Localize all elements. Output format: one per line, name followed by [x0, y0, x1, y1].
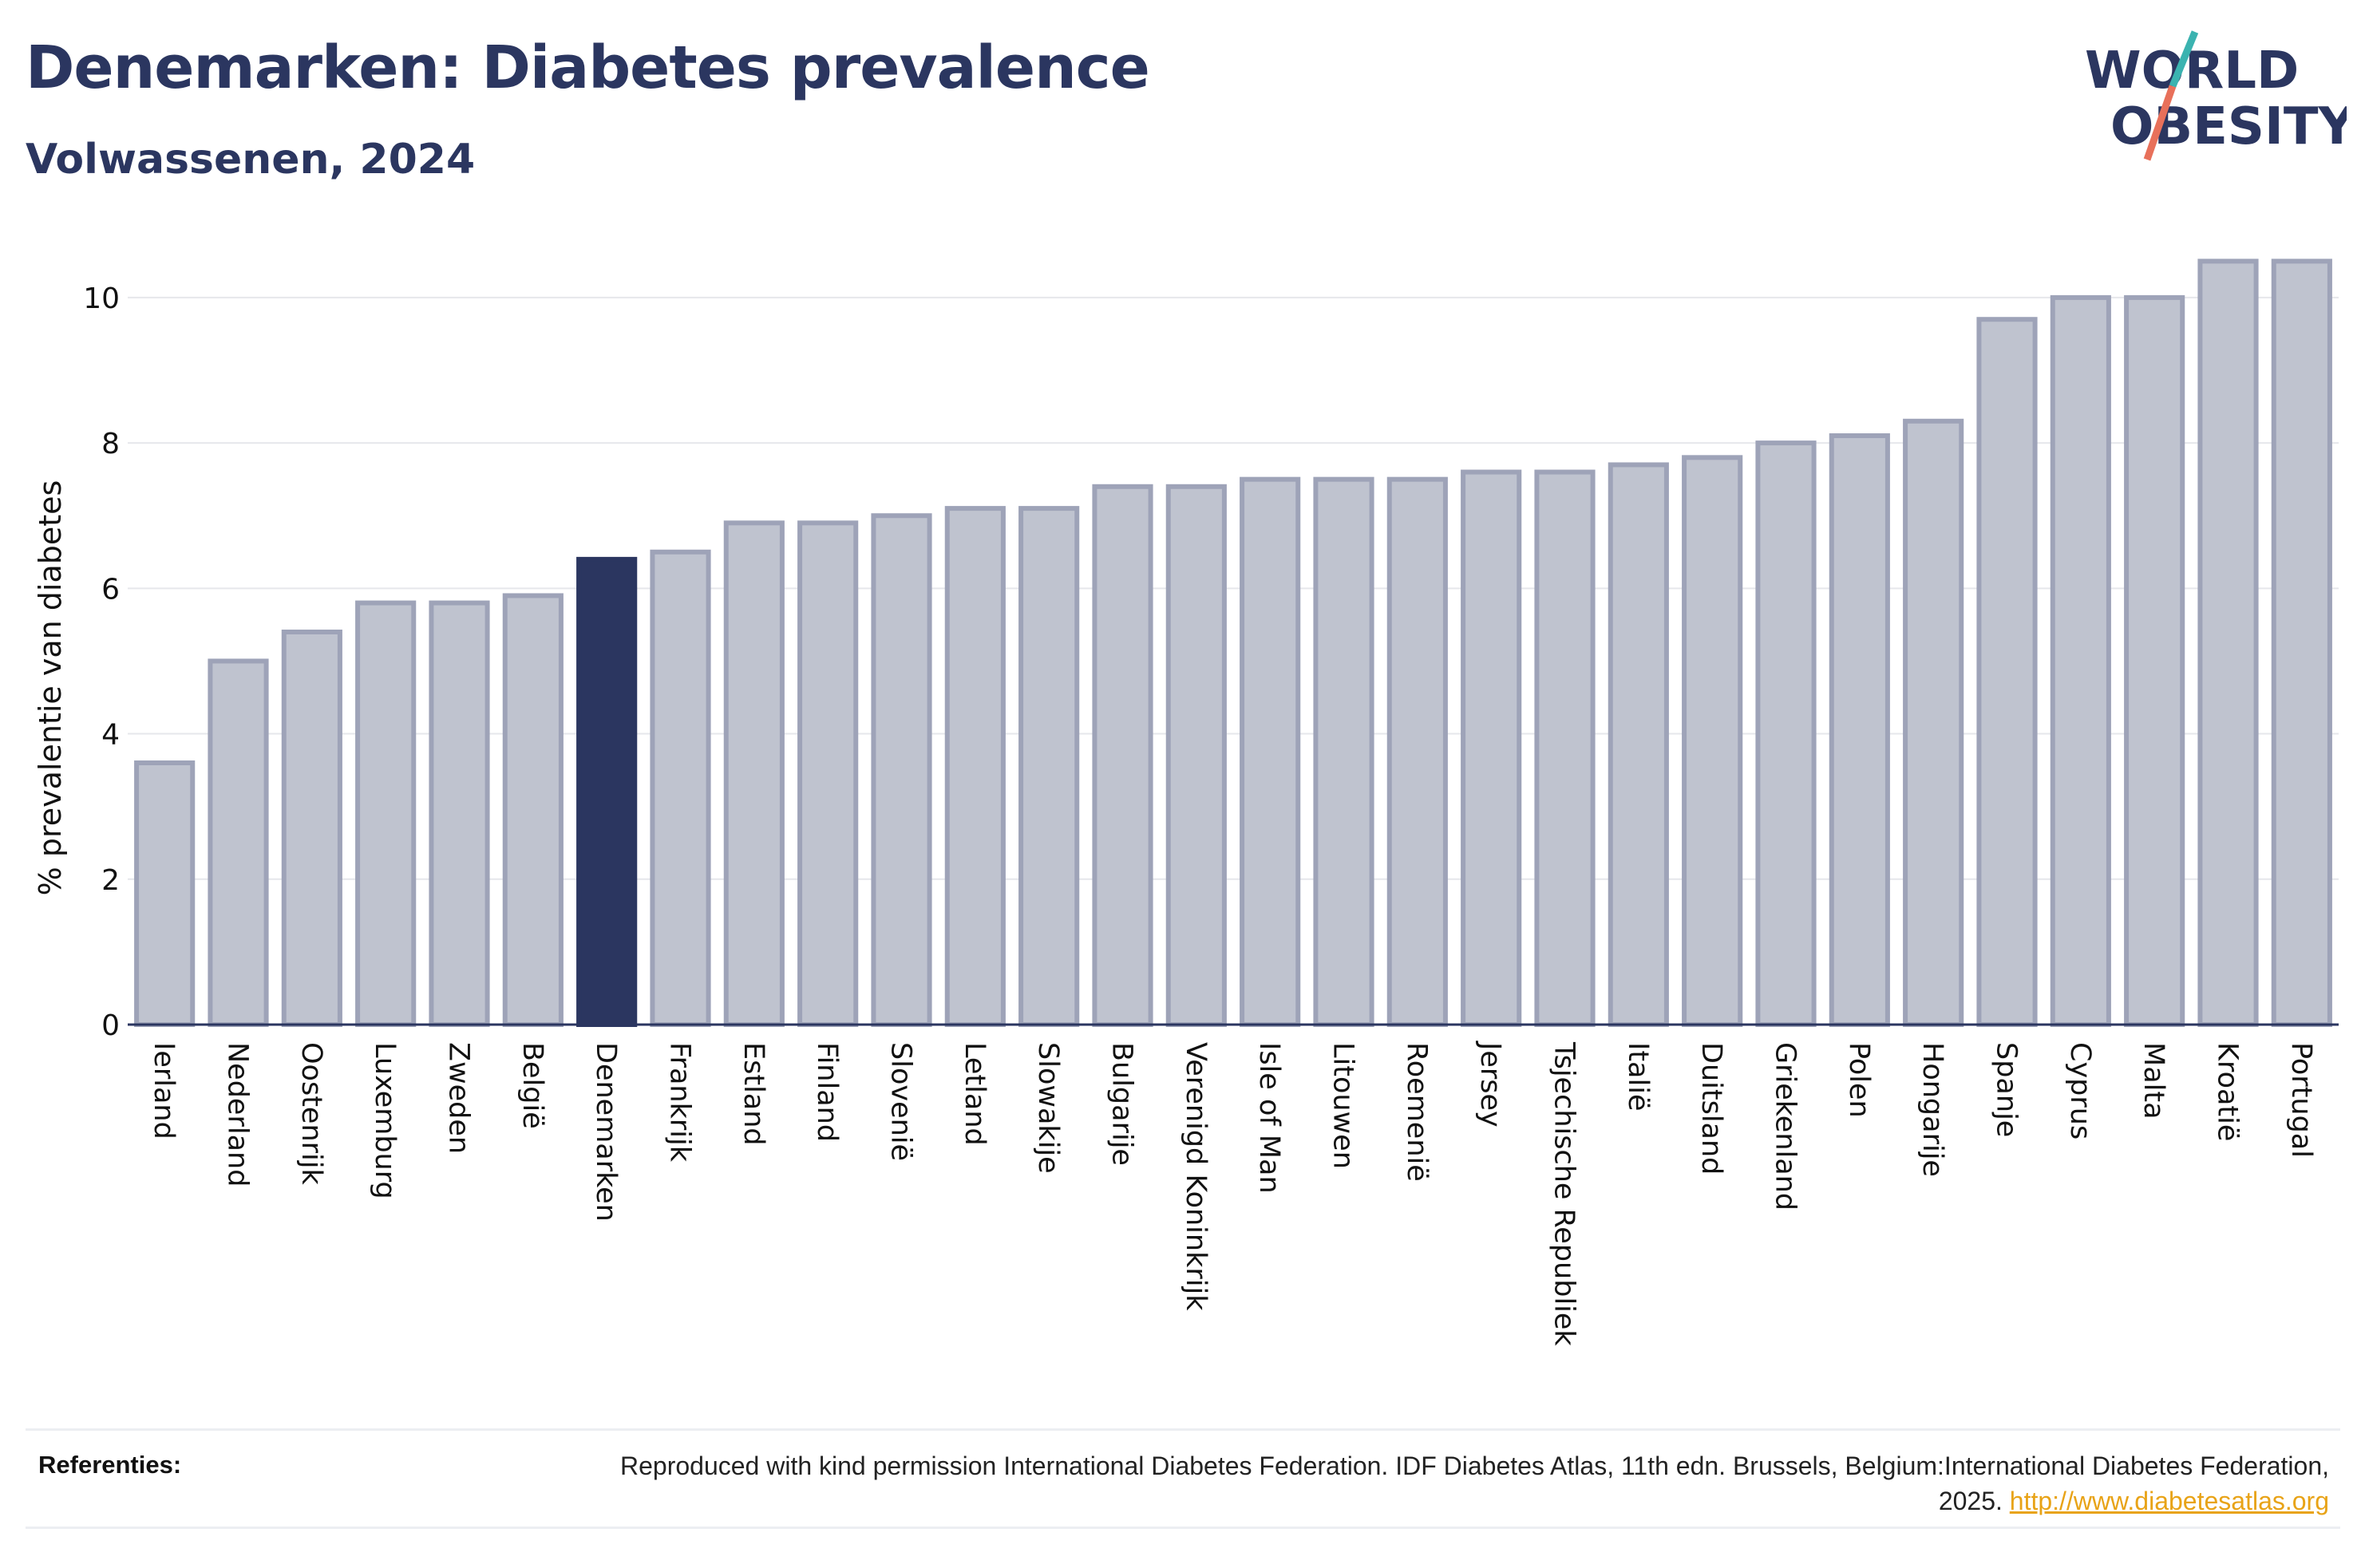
- x-tick-label: Denemarken: [590, 1042, 622, 1222]
- bar-estland: [723, 520, 785, 1027]
- bar-oostenrijk: [281, 630, 342, 1027]
- x-tick-labels: Ierland Nederland Oostenrijk Luxemburg Zwede…: [148, 1041, 2317, 1346]
- x-tick-label: Litouwen: [1327, 1042, 1359, 1169]
- bar-litouwen: [1313, 476, 1374, 1027]
- y-axis-label: % prevalentie van diabetes: [33, 480, 68, 896]
- y-tick-label: 10: [83, 282, 120, 315]
- x-tick-label: Duitsland: [1695, 1042, 1727, 1175]
- x-tick-label: Griekenland: [1770, 1042, 1801, 1211]
- bar-cyprus: [2050, 294, 2111, 1027]
- x-tick-label: België: [516, 1042, 548, 1129]
- x-tick-label: Cyprus: [2064, 1042, 2096, 1139]
- bar-kroati-: [2197, 259, 2259, 1028]
- x-tick-label: Spanje: [1991, 1042, 2023, 1137]
- bar-zweden: [429, 600, 490, 1027]
- x-tick-label: Finland: [811, 1042, 843, 1142]
- bar-griekenland: [1755, 440, 1817, 1027]
- x-tick-label: Roemenië: [1401, 1042, 1433, 1182]
- bar-roemeni-: [1386, 476, 1448, 1027]
- bar-polen: [1829, 433, 1890, 1027]
- x-tick-label: Letland: [959, 1042, 991, 1146]
- logo-slash-coral: [2143, 85, 2177, 161]
- bar-denemarken: [576, 556, 638, 1027]
- bar-nederland: [208, 658, 269, 1027]
- references-label: Referenties:: [38, 1451, 182, 1479]
- bar-tsjechische-republiek: [1534, 469, 1596, 1027]
- x-tick-label: Frankrijk: [664, 1042, 696, 1163]
- bars: [134, 259, 2332, 1028]
- x-tick-label: Oostenrijk: [295, 1042, 327, 1185]
- bar-letland: [944, 506, 1006, 1027]
- bar-chart: 0 2 4 6 8 10 Ierland Nederland Oostenrijk Luxemb…: [33, 259, 2339, 1346]
- x-tick-label: Ierland: [148, 1042, 180, 1139]
- references-body: Reproduced with kind permission Internat…: [619, 1451, 2329, 1515]
- footer-divider-bottom: [26, 1527, 2340, 1529]
- x-tick-label: Estland: [738, 1042, 769, 1146]
- x-tick-label: Malta: [2138, 1042, 2169, 1120]
- x-tick-label: Italië: [1622, 1042, 1654, 1111]
- bar-portugal: [2271, 259, 2332, 1028]
- bar-isle-of-man: [1240, 476, 1301, 1027]
- bar-hongarije: [1903, 418, 1964, 1027]
- bar-spanje: [1976, 317, 2038, 1027]
- bar-finland: [797, 520, 859, 1027]
- chart-subtitle: Volwassenen, 2024: [26, 136, 476, 184]
- y-tick-label: 8: [101, 428, 120, 460]
- footer-divider-top: [26, 1428, 2340, 1431]
- chart-title: Denemarken: Diabetes prevalence: [26, 34, 1150, 102]
- bar-bulgarije: [1092, 484, 1153, 1027]
- x-tick-label: Portugal: [2285, 1042, 2317, 1158]
- y-tick-label: 4: [101, 719, 120, 752]
- logo-line1: WORLD: [2085, 41, 2299, 101]
- bar-sloveni-: [871, 513, 932, 1027]
- x-tick-label: Luxemburg: [369, 1042, 401, 1199]
- bar-itali-: [1608, 462, 1669, 1027]
- x-tick-label: Verenigd Koninkrijk: [1180, 1042, 1212, 1311]
- bar-duitsland: [1682, 455, 1743, 1027]
- x-tick-label: Nederland: [222, 1042, 254, 1187]
- world-obesity-logo: WORLD OBESITY: [2085, 30, 2347, 161]
- references-text: Reproduced with kind permission Internat…: [573, 1448, 2329, 1519]
- x-tick-label: Hongarije: [1916, 1042, 1948, 1177]
- x-tick-label: Tsjechische Republiek: [1548, 1041, 1580, 1346]
- x-tick-label: Zweden: [443, 1042, 475, 1154]
- bar-malta: [2124, 294, 2185, 1027]
- logo-slash-teal: [2169, 30, 2199, 88]
- bar-verenigd-koninkrijk: [1165, 484, 1227, 1027]
- y-tick-label: 0: [101, 1009, 120, 1042]
- x-tick-label: Slowakije: [1032, 1042, 1064, 1174]
- bar-jersey: [1461, 469, 1522, 1027]
- bar-luxemburg: [355, 600, 417, 1027]
- bar-slowakije: [1018, 506, 1080, 1027]
- bar-belgi-: [502, 593, 564, 1027]
- x-tick-label: Polen: [1843, 1042, 1875, 1118]
- x-tick-label: Jersey: [1474, 1041, 1506, 1128]
- x-tick-label: Isle of Man: [1253, 1042, 1285, 1194]
- x-tick-label: Kroatië: [2212, 1042, 2244, 1141]
- y-tick-labels: 0 2 4 6 8 10: [83, 282, 120, 1042]
- y-tick-label: 2: [101, 864, 120, 897]
- x-tick-label: Slovenië: [885, 1042, 917, 1161]
- bar-frankrijk: [650, 549, 711, 1027]
- x-tick-label: Bulgarije: [1106, 1042, 1138, 1166]
- bar-ierland: [134, 760, 196, 1027]
- references-link[interactable]: http://www.diabetesatlas.org: [2009, 1487, 2329, 1515]
- y-tick-label: 6: [101, 573, 120, 606]
